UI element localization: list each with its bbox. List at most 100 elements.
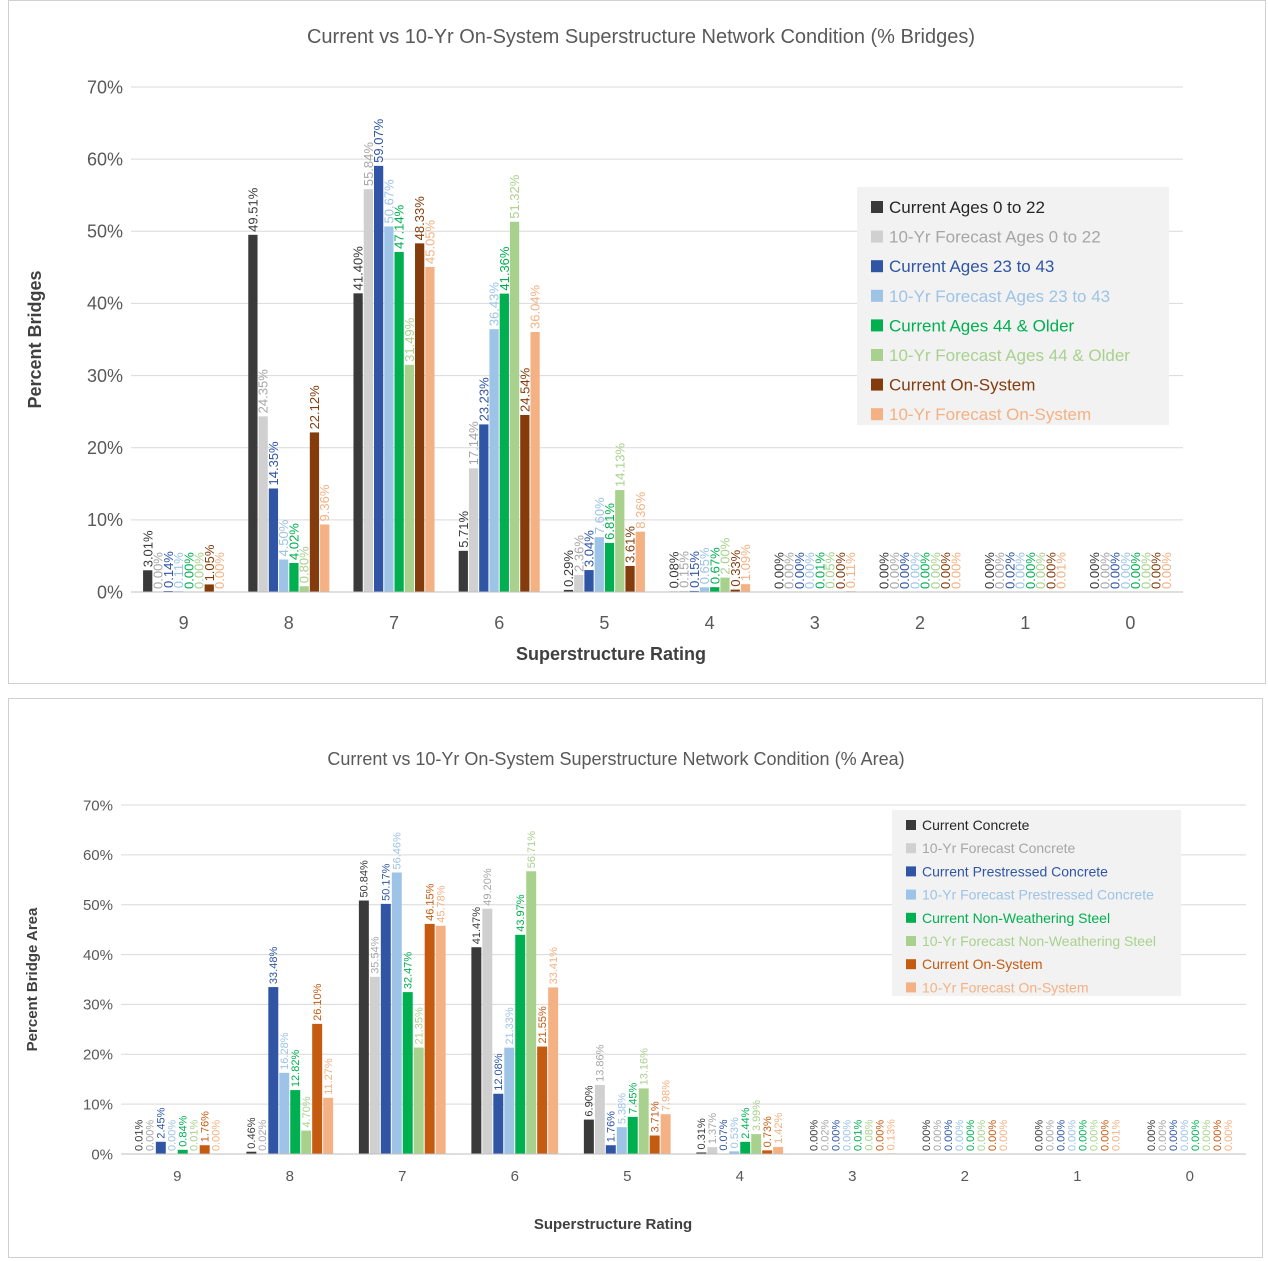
- chart-area-data-label: 56.71%: [526, 831, 538, 869]
- chart-bridges-data-label: 51.32%: [507, 174, 522, 219]
- chart-area-bar: [696, 1152, 707, 1154]
- chart-area-data-label: 32.47%: [403, 952, 415, 990]
- chart-area-legend-swatch: [906, 959, 916, 970]
- chart-area-data-label: 0.02%: [820, 1119, 832, 1150]
- chart-area-data-label: 0.00%: [145, 1120, 157, 1151]
- chart-area-legend-swatch: [906, 843, 916, 854]
- chart-area-data-label: 0.00%: [210, 1120, 222, 1151]
- chart-bridges-title: Current vs 10-Yr On-System Superstructur…: [307, 26, 975, 48]
- chart-bridges-x-tick-label: 6: [494, 613, 504, 633]
- chart-bridges-bar: [204, 584, 214, 592]
- chart-bridges-data-label: 4.02%: [286, 523, 301, 560]
- chart-bridges-data-label: 8.36%: [633, 491, 648, 528]
- chart-area-legend-label: 10-Yr Forecast On-System: [922, 979, 1089, 995]
- chart-bridges-legend-label: Current Ages 23 to 43: [889, 257, 1054, 276]
- chart-bridges-data-label: 23.23%: [476, 377, 491, 422]
- chart-area-data-label: 3.99%: [751, 1100, 763, 1131]
- chart-bridges-bar: [479, 424, 489, 592]
- chart-area-data-label: 2.44%: [740, 1107, 752, 1138]
- chart-bridges-legend-swatch: [871, 319, 883, 332]
- chart-bridges-y-tick-label: 0%: [97, 582, 123, 602]
- chart-area-data-label: 0.00%: [965, 1120, 977, 1151]
- chart-bridges-data-label: 0.00%: [1118, 552, 1133, 589]
- chart-bridges-data-label: 0.00%: [1013, 552, 1028, 589]
- chart-area-data-label: 49.20%: [482, 868, 494, 906]
- chart-area-data-label: 0.00%: [842, 1120, 854, 1151]
- chart-bridges-data-label: 59.07%: [371, 118, 386, 163]
- chart-area-data-label: 0.00%: [1212, 1120, 1224, 1151]
- chart-bridges-data-label: 5.71%: [456, 511, 471, 548]
- chart-bridges-data-label: 0.00%: [887, 552, 902, 589]
- chart-bridges-data-label: 3.61%: [623, 526, 638, 563]
- chart-bridges-data-label: 0.00%: [1033, 552, 1048, 589]
- chart-area-data-label: 0.46%: [246, 1117, 258, 1148]
- chart-area-bar: [649, 1135, 660, 1154]
- chart-area-data-label: 0.13%: [885, 1119, 897, 1150]
- chart-bridges-legend-swatch: [871, 201, 883, 213]
- chart-area-y-tick-label: 70%: [83, 797, 113, 814]
- chart-area-data-label: 46.15%: [425, 883, 437, 921]
- chart-bridges-x-tick-label: 7: [389, 613, 399, 633]
- chart-bridges-legend-swatch: [871, 230, 883, 243]
- chart-bridges-legend-swatch: [871, 289, 883, 302]
- chart-bridges-data-label: 45.05%: [422, 219, 437, 264]
- chart-area-data-label: 21.55%: [537, 1006, 549, 1044]
- chart-area-x-tick-label: 3: [848, 1168, 856, 1185]
- chart-area-data-label: 0.00%: [1078, 1120, 1090, 1151]
- chart-bridges-legend-swatch: [871, 408, 883, 421]
- chart-bridges-data-label: 0.00%: [1128, 552, 1143, 589]
- chart-area-bar: [729, 1151, 740, 1154]
- chart-bridges-y-tick-label: 10%: [87, 510, 123, 530]
- chart-bridges-y-tick-label: 50%: [87, 222, 123, 242]
- chart-bridges-data-label: 0.00%: [992, 552, 1007, 589]
- chart-bridges-bar: [499, 293, 509, 592]
- chart-bridges-data-label: 3.01%: [140, 530, 155, 567]
- chart-bridges-legend-label: Current Ages 0 to 22: [889, 198, 1045, 217]
- chart-area-bar: [177, 1149, 188, 1154]
- chart-bridges-bar: [509, 221, 520, 592]
- chart-bridges-data-label: 0.00%: [897, 552, 912, 589]
- chart-bridges-bar: [604, 542, 615, 592]
- chart-bridges-data-label: 0.15%: [687, 551, 702, 588]
- chart-area-data-label: 0.00%: [1067, 1120, 1079, 1151]
- chart-area-bar: [312, 1023, 323, 1154]
- chart-area-data-label: 50.17%: [381, 863, 393, 901]
- chart-bridges-legend-swatch: [871, 378, 883, 391]
- chart-area-bar: [424, 923, 435, 1154]
- chart-area-data-label: 0.00%: [1089, 1120, 1101, 1151]
- chart-bridges-data-label: 0.00%: [1149, 552, 1164, 589]
- chart-area-data-label: 7.98%: [660, 1080, 672, 1111]
- chart-area-data-label: 0.00%: [987, 1120, 999, 1151]
- chart-bridges-data-label: 0.00%: [1108, 552, 1123, 589]
- chart-area-data-label: 0.00%: [1056, 1120, 1068, 1151]
- chart-bridges-bar: [594, 537, 604, 592]
- chart-bridges-bar: [415, 243, 425, 593]
- chart-bridges-data-label: 0.00%: [1043, 552, 1058, 589]
- chart-bridges-data-label: 0.00%: [212, 552, 227, 589]
- chart-bridges-y-tick-label: 30%: [87, 366, 123, 386]
- chart-area-bar: [504, 1047, 515, 1154]
- chart-bridges: Current vs 10-Yr On-System Superstructur…: [25, 26, 1183, 664]
- chart-area-legend-swatch: [906, 912, 916, 923]
- chart-bridges-data-label: 48.33%: [412, 196, 427, 241]
- chart-area-data-label: 1.76%: [200, 1111, 212, 1142]
- chart-area-title: Current vs 10-Yr On-System Superstructur…: [327, 749, 904, 769]
- chart-bridges-x-axis-title: Superstructure Rating: [516, 644, 706, 664]
- chart-bridges-data-label: 0.08%: [666, 551, 681, 588]
- chart-bridges-data-label: 1.09%: [738, 544, 753, 581]
- chart-area-data-label: 0.53%: [729, 1117, 741, 1148]
- chart-bridges-bar: [574, 574, 584, 592]
- chart-area-data-label: 0.01%: [189, 1120, 201, 1151]
- chart-bridges-data-label: 4.50%: [276, 519, 291, 556]
- chart-bridges-data-label: 0.00%: [918, 552, 933, 589]
- chart-area-legend-swatch: [906, 936, 916, 946]
- chart-bridges-data-label: 0.00%: [938, 552, 953, 589]
- chart-bridges-data-label: 0.11%: [843, 552, 858, 588]
- chart-bridges-data-label: 0.11%: [171, 552, 186, 588]
- chart-bridges-x-tick-label: 4: [705, 613, 715, 633]
- chart-area-y-tick-label: 20%: [83, 1047, 113, 1064]
- chart-area-bar: [638, 1088, 649, 1154]
- chart-bridges-data-label: 3.04%: [582, 530, 597, 567]
- chart-area-data-label: 0.00%: [809, 1120, 821, 1151]
- chart-bridges-data-label: 0.01%: [812, 552, 827, 589]
